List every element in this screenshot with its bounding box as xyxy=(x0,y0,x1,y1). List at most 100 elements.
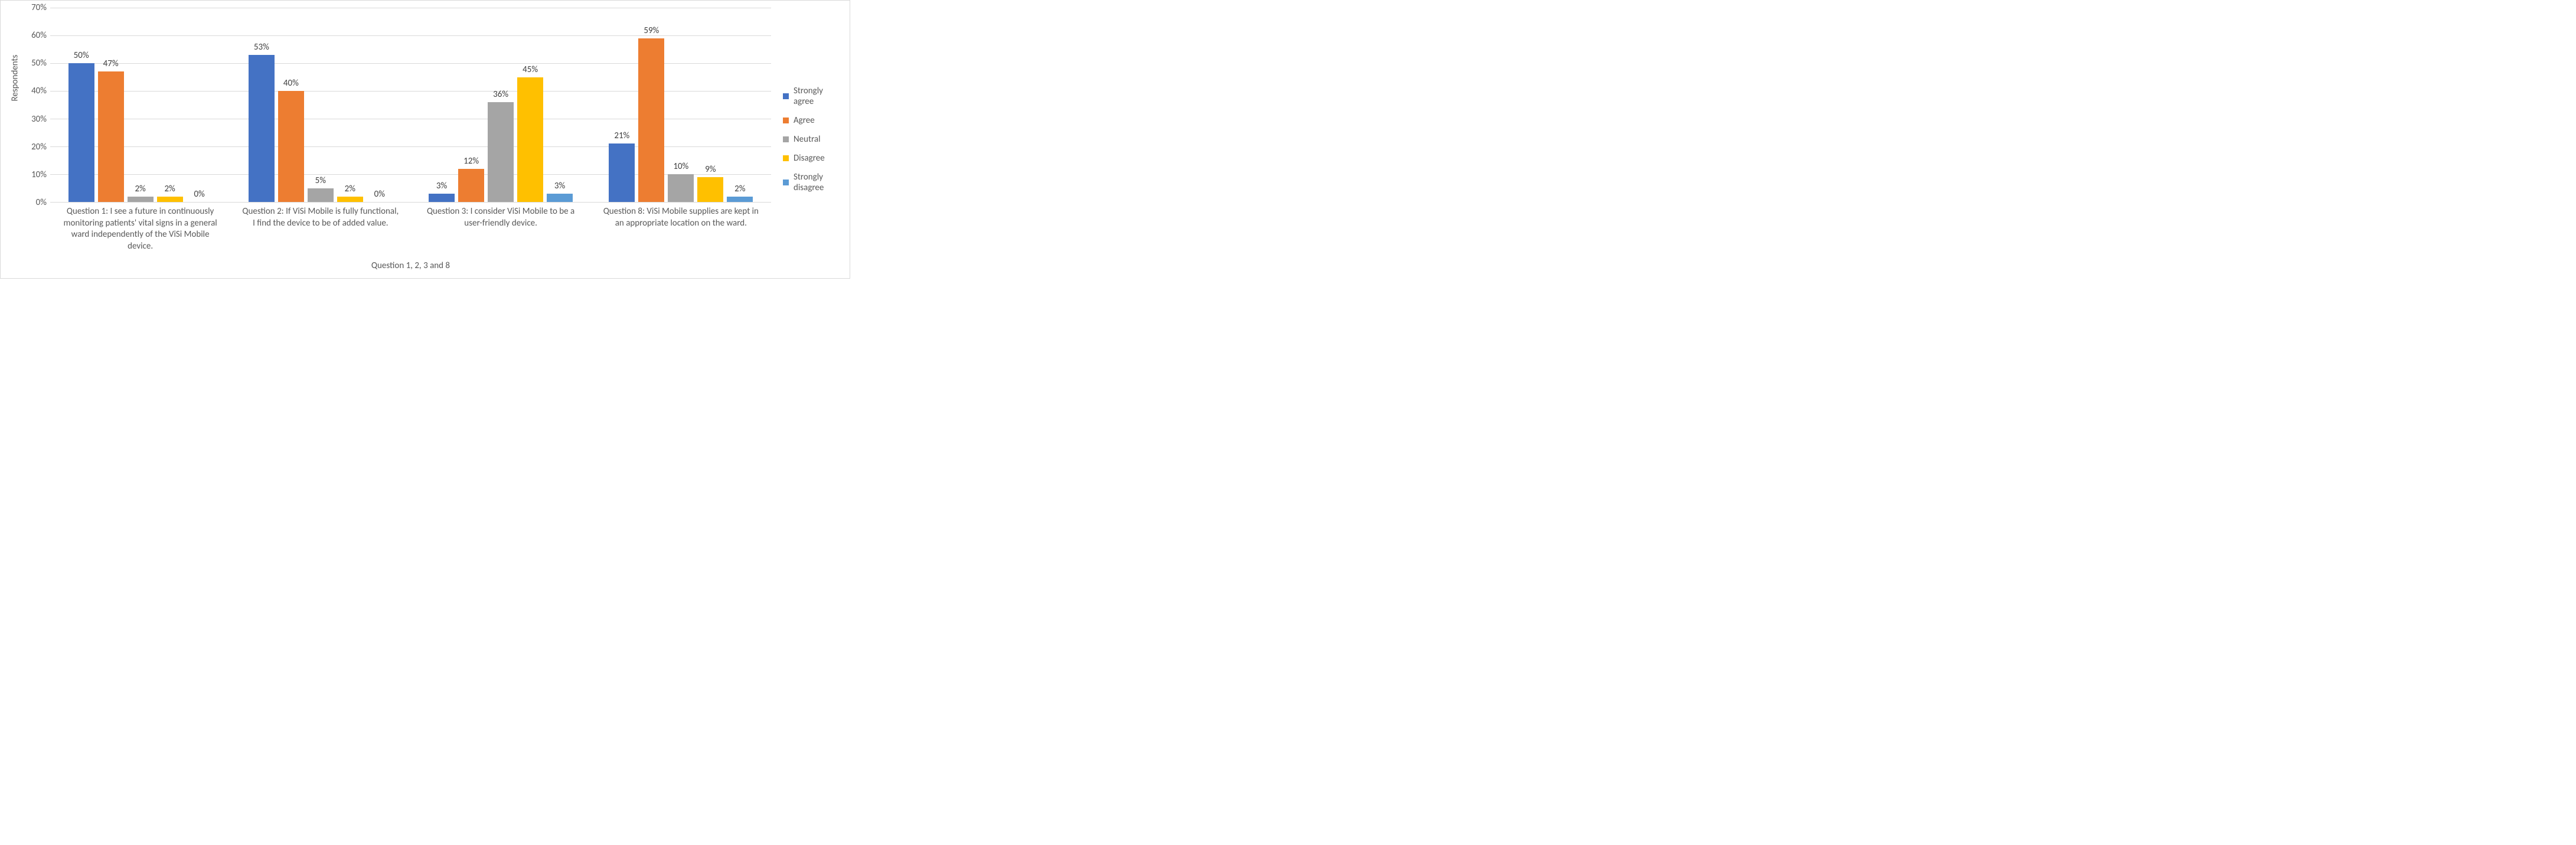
bar: 0% xyxy=(367,8,393,202)
legend-swatch xyxy=(783,93,789,99)
legend-item: Neutral xyxy=(783,134,840,145)
bar-value-label: 21% xyxy=(614,130,629,141)
bar: 9% xyxy=(697,8,723,202)
bar: 59% xyxy=(638,8,664,202)
bar-fill xyxy=(668,174,694,202)
legend-swatch xyxy=(783,118,789,123)
bar: 21% xyxy=(609,8,635,202)
bar-fill xyxy=(157,197,183,202)
bar-value-label: 45% xyxy=(523,64,538,75)
bar: 10% xyxy=(668,8,694,202)
legend-item: Agree xyxy=(783,115,840,126)
y-tick-label: 0% xyxy=(36,197,47,208)
legend-label: Neutral xyxy=(794,134,821,145)
y-axis-label: Respondents xyxy=(9,55,20,102)
bar-fill xyxy=(517,77,543,203)
bar-fill xyxy=(249,55,275,202)
legend-label: Strongly disagree xyxy=(794,172,840,193)
bar-group: 21% 59% 10% 9% 2% xyxy=(591,8,771,202)
bar-value-label: 47% xyxy=(103,58,119,69)
category-label: Question 2: If ViSi Mobile is fully func… xyxy=(230,203,410,252)
bar-value-label: 2% xyxy=(164,184,175,194)
y-tick-label: 50% xyxy=(31,58,47,68)
bar-value-label: 10% xyxy=(673,161,688,172)
chart-body: Respondents 0%10%20%30%40%50%60%70% 50%4… xyxy=(8,8,840,271)
bar: 45% xyxy=(517,8,543,202)
bar: 0% xyxy=(187,8,213,202)
bar-value-label: 0% xyxy=(194,189,204,200)
category-label: Question 1: I see a future in continuous… xyxy=(50,203,230,252)
bar-value-label: 36% xyxy=(493,89,508,100)
bar-fill xyxy=(337,197,363,202)
y-tick-column: 0%10%20%30%40%50%60%70% xyxy=(22,8,50,203)
bar: 2% xyxy=(727,8,753,202)
bar-fill xyxy=(609,143,635,202)
legend-label: Strongly agree xyxy=(794,86,840,107)
bar: 40% xyxy=(278,8,304,202)
bar-fill xyxy=(697,177,723,202)
bar-value-label: 9% xyxy=(705,164,716,175)
bar-value-label: 12% xyxy=(463,156,479,167)
bar: 47% xyxy=(98,8,124,202)
bar: 3% xyxy=(429,8,455,202)
bar-value-label: 40% xyxy=(283,78,299,89)
bar-value-label: 50% xyxy=(74,50,89,61)
bar-value-label: 2% xyxy=(345,184,355,194)
legend-item: Strongly agree xyxy=(783,86,840,107)
legend-item: Disagree xyxy=(783,153,840,164)
bar-fill xyxy=(638,38,664,202)
y-tick-label: 30% xyxy=(31,114,47,125)
bar-value-label: 59% xyxy=(644,25,659,36)
y-tick-label: 40% xyxy=(31,86,47,96)
bar-fill xyxy=(68,63,94,202)
bar-value-label: 3% xyxy=(554,181,565,191)
bar-group: 3% 12% 36% 45% 3% xyxy=(410,8,590,202)
bar-group: 50% 47% 2% 2% 0% xyxy=(50,8,230,202)
bar-value-label: 5% xyxy=(315,175,326,186)
bar: 3% xyxy=(547,8,573,202)
bar-value-label: 2% xyxy=(734,184,745,194)
gridline xyxy=(50,202,771,203)
bar-fill xyxy=(98,71,124,202)
bar: 12% xyxy=(458,8,484,202)
bar: 36% xyxy=(488,8,514,202)
legend-label: Agree xyxy=(794,115,815,126)
bar-fill xyxy=(308,188,334,203)
legend-label: Disagree xyxy=(794,153,825,164)
y-tick-label: 60% xyxy=(31,30,47,41)
bar-value-label: 53% xyxy=(254,42,269,53)
plot-area: 50% 47% 2% 2% 0% 53% 40% 5% 2% 0% 3% 12% 36% 45% 3% 21%… xyxy=(50,8,771,203)
bar: 53% xyxy=(249,8,275,202)
category-label: Question 8: ViSi Mobile supplies are kep… xyxy=(591,203,771,252)
bar: 50% xyxy=(68,8,94,202)
y-tick-label: 20% xyxy=(31,142,47,152)
bar-groups: 50% 47% 2% 2% 0% 53% 40% 5% 2% 0% 3% 12% 36% 45% 3% 21%… xyxy=(50,8,771,202)
bar: 2% xyxy=(157,8,183,202)
bar-fill xyxy=(488,102,514,202)
bar: 2% xyxy=(128,8,154,202)
bar-fill xyxy=(547,194,573,202)
legend-swatch xyxy=(783,136,789,142)
y-axis-label-container: Respondents xyxy=(8,8,22,271)
legend: Strongly agree Agree Neutral Disagree Strong… xyxy=(771,8,840,271)
legend-swatch xyxy=(783,180,789,185)
bar-fill xyxy=(278,91,304,202)
bar: 5% xyxy=(308,8,334,202)
bar-fill xyxy=(128,197,154,202)
category-label: Question 3: I consider ViSi Mobile to be… xyxy=(410,203,590,252)
category-label-row: Question 1: I see a future in continuous… xyxy=(50,203,771,252)
bar-value-label: 2% xyxy=(135,184,145,194)
bar-fill xyxy=(429,194,455,202)
x-axis-title: Question 1, 2, 3 and 8 xyxy=(50,252,771,271)
bar-fill xyxy=(458,169,484,202)
survey-bar-chart: Respondents 0%10%20%30%40%50%60%70% 50%4… xyxy=(0,0,850,279)
legend-item: Strongly disagree xyxy=(783,172,840,193)
legend-swatch xyxy=(783,155,789,161)
plot-row: 0%10%20%30%40%50%60%70% 50%47%2%2%0%53%4… xyxy=(22,8,771,203)
bar-group: 53% 40% 5% 2% 0% xyxy=(230,8,410,202)
bar: 2% xyxy=(337,8,363,202)
plot-column: 0%10%20%30%40%50%60%70% 50%47%2%2%0%53%4… xyxy=(22,8,771,271)
bar-value-label: 3% xyxy=(436,181,447,191)
bar-value-label: 0% xyxy=(374,189,385,200)
bar-fill xyxy=(727,197,753,202)
